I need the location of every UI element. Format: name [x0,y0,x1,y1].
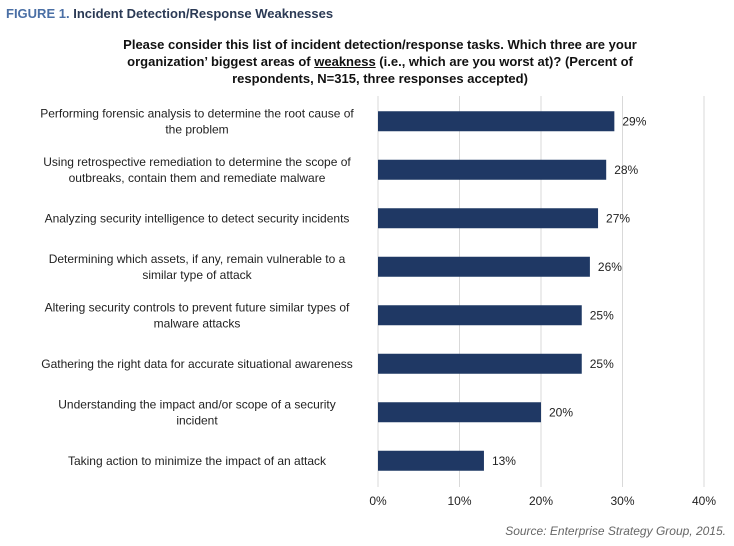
bar [378,256,590,277]
category-label: Analyzing security intelligence to detec… [45,211,350,225]
bar [378,402,541,423]
x-tick-label: 40% [692,494,716,508]
value-label: 25% [590,357,614,371]
figure-title: FIGURE 1. Incident Detection/Response We… [6,6,333,21]
question-text-end: (i.e., which are you worst at)? (Percent… [232,54,633,86]
figure-number: FIGURE 1. [6,6,70,21]
category-label-line: Taking action to minimize the impact of … [68,454,327,468]
category-label-line: Performing forensic analysis to determin… [40,106,354,120]
category-label-line: Gathering the right data for accurate si… [41,357,353,371]
category-label: Using retrospective remediation to deter… [43,155,351,185]
bar [378,450,484,471]
category-label: Taking action to minimize the impact of … [68,454,327,468]
category-label-line: Analyzing security intelligence to detec… [45,211,350,225]
x-tick-label: 30% [610,494,634,508]
question-text-start: Please consider this list of incident de… [123,37,637,69]
value-label: 27% [606,211,630,225]
bar [378,208,599,229]
category-label-line: Understanding the impact and/or scope of… [58,397,336,411]
x-tick-label: 0% [369,494,387,508]
category-label: Gathering the right data for accurate si… [41,357,353,371]
category-label: Understanding the impact and/or scope of… [58,397,336,427]
category-label-line: Altering security controls to prevent fu… [45,300,350,314]
chart-question: Please consider this list of incident de… [120,36,640,87]
value-label: 20% [549,405,573,419]
value-label: 13% [492,454,516,468]
category-label-line: Determining which assets, if any, remain… [49,252,346,266]
bar [378,305,582,326]
source-note: Source: Enterprise Strategy Group, 2015. [505,524,726,538]
bar [378,159,607,180]
category-label-line: Using retrospective remediation to deter… [43,155,351,169]
question-underlined-word: weakness [314,54,376,69]
value-label: 29% [622,114,646,128]
category-label: Determining which assets, if any, remain… [49,252,346,282]
category-label-line: malware attacks [154,316,241,330]
value-label: 25% [590,308,614,322]
bar [378,353,582,374]
bar [378,111,615,132]
figure-name: Incident Detection/Response Weaknesses [73,6,334,21]
category-label-line: similar type of attack [142,268,252,282]
category-label-line: outbreaks, contain them and remediate ma… [69,171,326,185]
category-label-line: incident [176,413,218,427]
category-label: Performing forensic analysis to determin… [40,106,354,136]
category-label: Altering security controls to prevent fu… [45,300,350,330]
x-tick-label: 20% [529,494,553,508]
category-label-line: the problem [165,122,228,136]
x-tick-label: 10% [447,494,471,508]
value-label: 26% [598,260,622,274]
value-label: 28% [614,163,638,177]
